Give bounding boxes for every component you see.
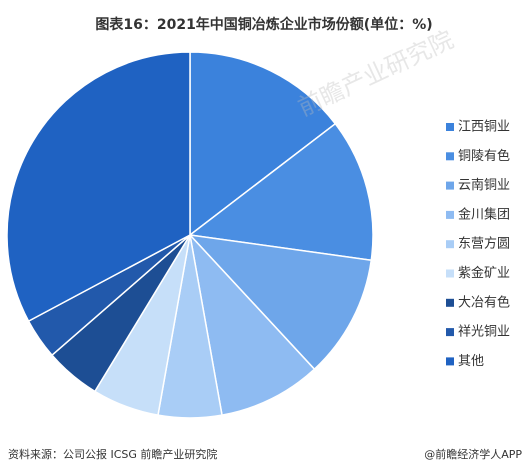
legend-swatch xyxy=(446,357,454,366)
legend-swatch xyxy=(446,123,454,131)
legend-label: 其他 xyxy=(458,354,484,369)
credit: @前瞻经济学人APP xyxy=(424,447,522,461)
chart-title: 图表16：2021年中国铜冶炼企业市场份额(单位：%) xyxy=(95,16,432,33)
pie-slice xyxy=(6,51,191,323)
legend-swatch xyxy=(446,152,454,161)
pie-slice xyxy=(188,232,316,417)
legend-swatch xyxy=(446,210,454,219)
legend-label: 江西铜业 xyxy=(458,120,510,135)
pie xyxy=(6,51,374,419)
legend-label: 大冶有色 xyxy=(458,294,510,310)
legend-swatch xyxy=(446,181,454,190)
legend-swatch xyxy=(446,328,454,337)
source: 资料来源：公司公报 ICSG 前瞻产业研究院 xyxy=(8,447,217,461)
legend-swatch xyxy=(446,269,454,278)
pie-slice xyxy=(189,51,337,237)
legend-label: 铜陵有色 xyxy=(458,148,510,164)
legend-label: 紫金矿业 xyxy=(458,265,510,281)
legend-swatch xyxy=(446,240,454,249)
pie-slice xyxy=(188,122,374,262)
pie-slice xyxy=(188,233,373,371)
legend-label: 东营方圆 xyxy=(458,236,510,252)
legend-label: 祥光铜业 xyxy=(458,325,510,340)
legend-label: 金川集团 xyxy=(458,206,510,222)
watermark: 前瞻产业研究院 xyxy=(294,25,458,121)
legend-swatch xyxy=(446,298,454,307)
legend-label: 云南铜业 xyxy=(458,177,510,193)
